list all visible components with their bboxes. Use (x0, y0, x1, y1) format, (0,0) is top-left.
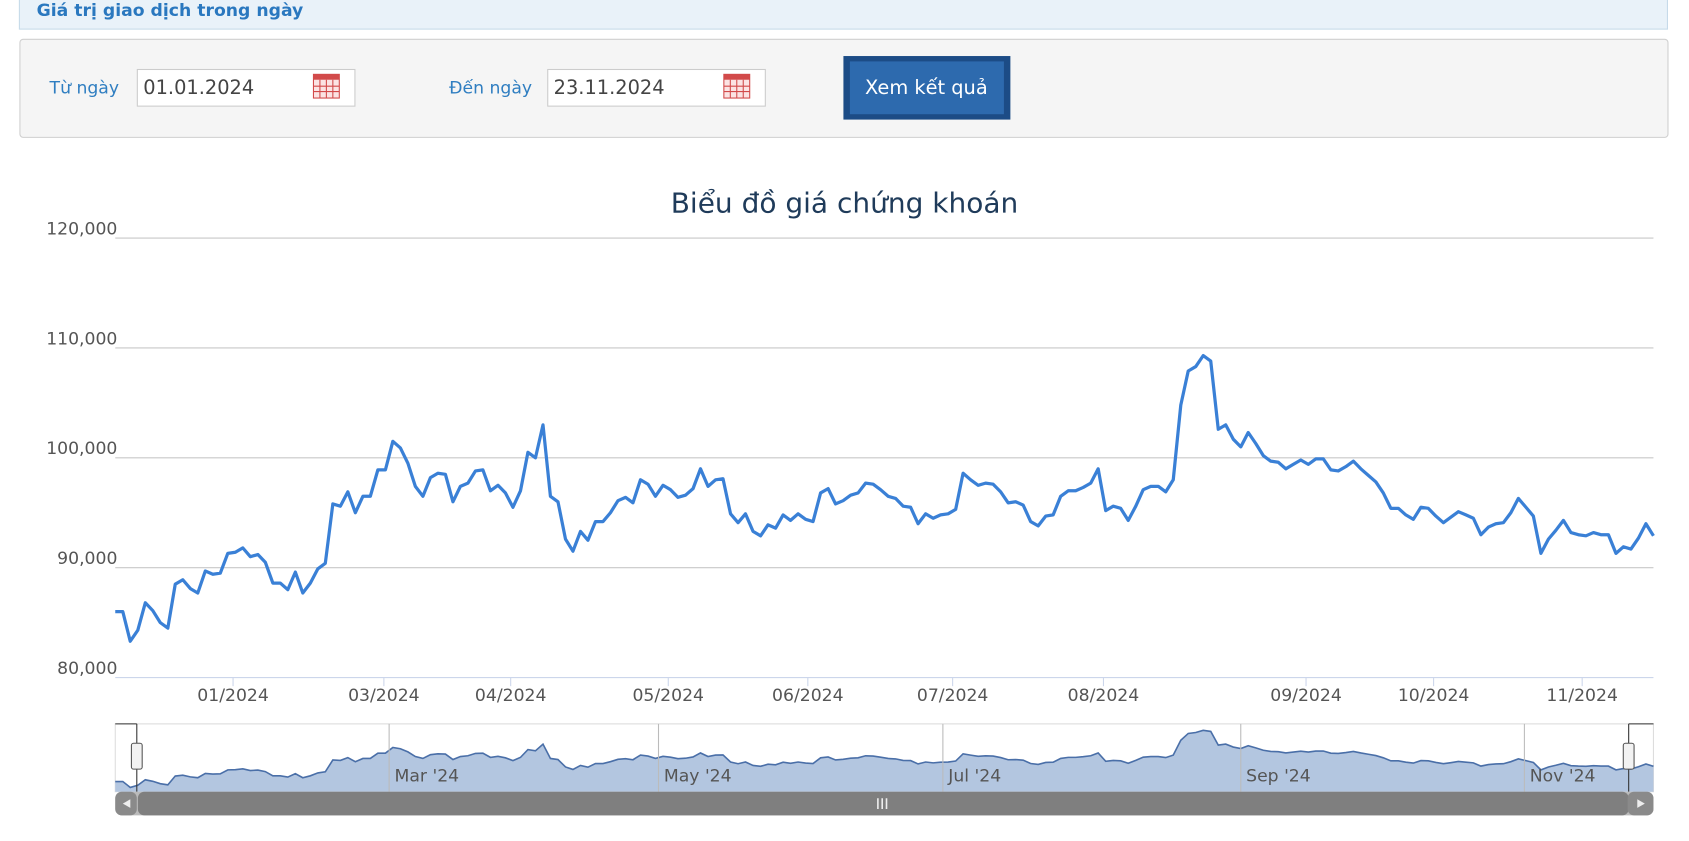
x-tick-label: 07/2024 (917, 686, 989, 706)
y-tick-label: 80,000 (57, 659, 117, 679)
x-tick-label: 05/2024 (632, 686, 704, 706)
from-value: 01.01.2024 (143, 76, 254, 99)
navigator-line (115, 729, 1654, 789)
to-label: Đến ngày (449, 77, 532, 98)
navigator-label: Nov '24 (1530, 767, 1596, 787)
scrollbar-thumb[interactable] (137, 791, 1629, 816)
header-bar (18, 0, 1668, 30)
calendar-icon[interactable] (723, 73, 751, 99)
arrow-right (1637, 799, 1645, 808)
from-label: Từ ngày (49, 78, 120, 98)
x-tick-label: 08/2024 (1068, 686, 1140, 706)
navigator-label: May '24 (664, 767, 732, 787)
submit-button-face (849, 61, 1004, 115)
plot: 80,000 90,000 100,000 110,000 120,000 01/2024… (46, 219, 1655, 816)
navigator-label: Mar '24 (395, 767, 460, 787)
price-line (115, 353, 1655, 643)
navigator-handle[interactable] (130, 742, 143, 770)
y-tick-label: 100,000 (46, 439, 117, 459)
x-tick-label: 03/2024 (348, 686, 420, 706)
x-tick-label: 09/2024 (1270, 686, 1342, 706)
submit-label: Xem kết quả (865, 76, 988, 99)
x-tick-label: 01/2024 (197, 686, 269, 706)
thumb-grip (877, 798, 888, 809)
navigator-label: Jul '24 (947, 767, 1001, 787)
y-tick-label: 120,000 (46, 219, 117, 239)
navigator-area (115, 730, 1654, 792)
header-title: Giá trị giao dịch trong ngày (37, 1, 304, 21)
to-value: 23.11.2024 (554, 76, 665, 99)
x-tick-label: 10/2024 (1398, 686, 1470, 706)
y-tick-label: 110,000 (46, 329, 117, 349)
navigator-label: Sep '24 (1246, 767, 1311, 787)
chart-title: Biểu đồ giá chứng khoán (671, 187, 1019, 220)
calendar-icon[interactable] (312, 73, 340, 99)
x-tick-label: 11/2024 (1546, 686, 1618, 706)
x-tick-label: 06/2024 (772, 686, 844, 706)
navigator-handle[interactable] (1622, 742, 1635, 770)
x-tick-label: 04/2024 (475, 686, 547, 706)
y-tick-label: 90,000 (57, 549, 117, 569)
arrow-left (122, 799, 131, 808)
